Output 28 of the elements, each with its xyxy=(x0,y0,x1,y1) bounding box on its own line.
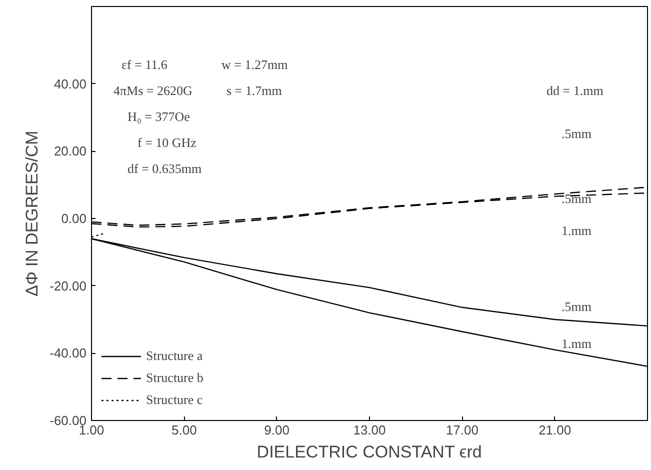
y-axis-title: ΔΦ IN DEGREES/CM xyxy=(22,130,42,296)
x-tick-label: 5.00 xyxy=(172,422,197,438)
x-tick-label: 9.00 xyxy=(264,422,290,438)
annotation: dd = 1.mm xyxy=(546,83,604,98)
annotation: df = 0.635mm xyxy=(128,161,202,176)
annotation: .5mm xyxy=(562,191,592,206)
annotation: 1.mm xyxy=(562,336,592,351)
y-tick-label: 0.00 xyxy=(61,211,87,226)
annotation: H₀ = 377Oe xyxy=(128,109,190,124)
annotation: f = 10 GHz xyxy=(138,135,197,150)
y-tick-label: -20.00 xyxy=(50,278,87,294)
annotation: .5mm xyxy=(562,299,592,314)
annotation: s = 1.7mm xyxy=(226,83,282,98)
y-tick-label: 40.00 xyxy=(54,76,87,92)
y-tick-label: 20.00 xyxy=(54,144,87,159)
annotation: .5mm xyxy=(562,126,592,141)
legend-label: Structure c xyxy=(146,392,203,408)
x-tick-label: 17.00 xyxy=(446,422,478,438)
annotation: εf = 11.6 xyxy=(122,57,168,72)
legend-label: Structure b xyxy=(146,370,204,386)
x-axis-title: DIELECTRIC CONSTANT ϵrd xyxy=(256,442,482,462)
annotation: w = 1.27mm xyxy=(222,57,288,72)
y-tick-label: -40.00 xyxy=(50,346,87,361)
annotation: 1.mm xyxy=(562,223,592,238)
x-tick-label: 21.00 xyxy=(538,422,572,438)
annotation: 4πMs = 2620G xyxy=(114,83,192,98)
legend-label: Structure a xyxy=(146,348,203,364)
x-tick-label: 13.00 xyxy=(353,422,386,438)
